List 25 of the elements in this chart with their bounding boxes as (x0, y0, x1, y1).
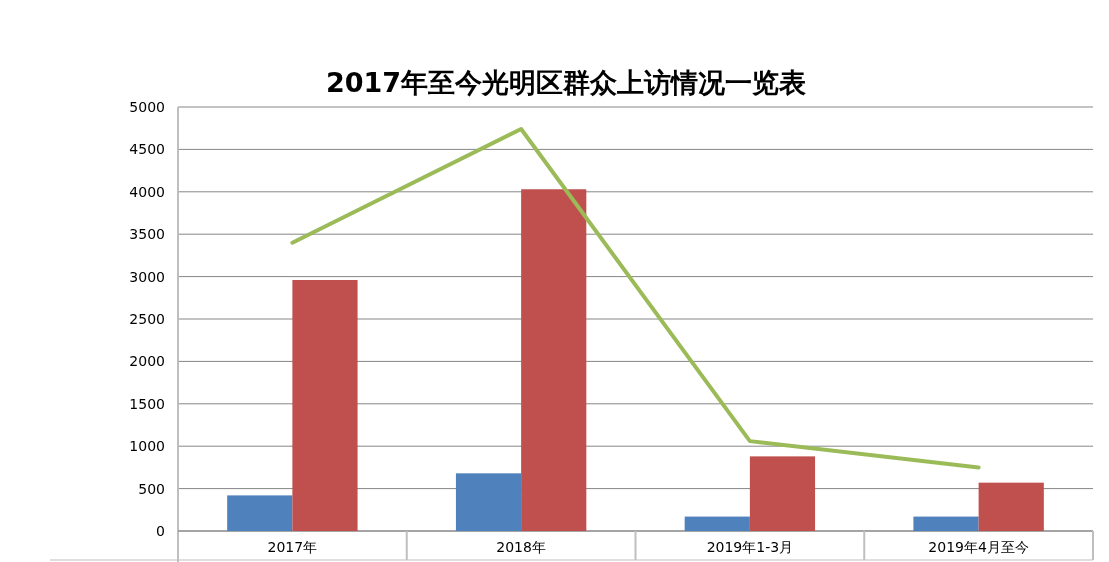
line-series (290, 127, 981, 470)
x-tick-label: 2019年1-3月 (706, 539, 794, 555)
y-tick-label: 4000 (129, 183, 165, 200)
y-tick-label: 500 (138, 480, 165, 497)
bar (684, 516, 750, 531)
y-tick-label: 4500 (129, 141, 165, 158)
y-tick-label: 1500 (129, 395, 165, 412)
bar (521, 189, 587, 531)
bar (749, 456, 816, 531)
y-tick-label: 0 (156, 523, 165, 539)
bar (455, 473, 522, 531)
y-tick-label: 2000 (129, 353, 165, 370)
bar (913, 516, 979, 531)
y-tick-label: 2500 (129, 311, 165, 327)
bar (227, 495, 293, 531)
y-tick-label: 3000 (129, 268, 165, 285)
y-tick-label: 3500 (129, 226, 165, 243)
chart-title: 2017年至今光明区群众上访情况一览表 (325, 67, 807, 98)
x-tick-label: 2017年 (267, 539, 318, 555)
bar (978, 482, 1044, 531)
bar (292, 279, 358, 531)
x-tick-label: 2018年 (496, 539, 546, 555)
x-tick-label: 2019年4月至今 (928, 539, 1029, 555)
y-tick-label: 5000 (129, 99, 165, 115)
y-tick-label: 1000 (129, 438, 165, 455)
